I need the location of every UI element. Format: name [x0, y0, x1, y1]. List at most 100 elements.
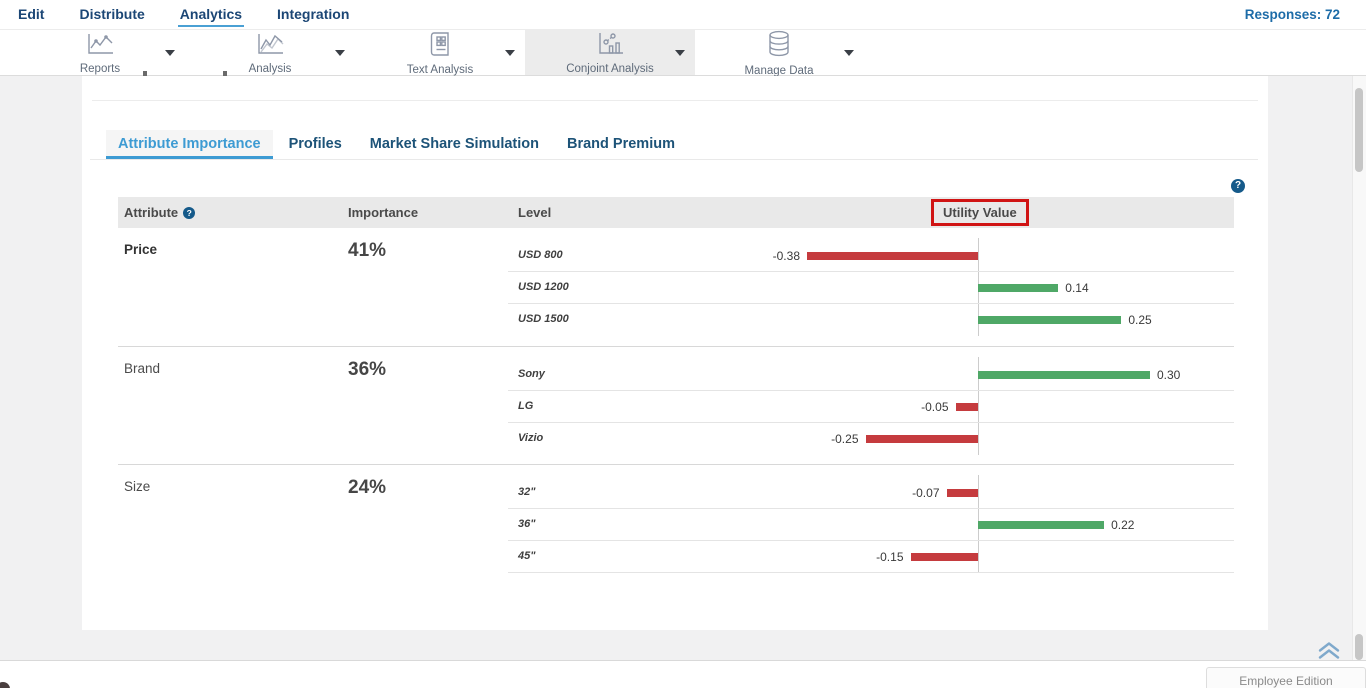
column-header-level: Level [518, 205, 552, 220]
level-label: Sony [518, 368, 545, 380]
level-row: 45" -0.15 [508, 541, 1234, 573]
zero-axis [978, 357, 979, 455]
attribute-name: Price [124, 242, 158, 257]
analytics-toolbar: Reports Analysis Text Analysis Conjoint Ana… [0, 29, 1366, 77]
clipped-corner-logo [0, 682, 10, 688]
attribute-help-icon[interactable]: ? [183, 206, 196, 219]
toolbar-item-label: Reports [79, 62, 121, 75]
help-icon[interactable]: ? [1231, 179, 1245, 193]
scrollbar-thumb[interactable] [1355, 88, 1363, 172]
level-row: USD 1200 0.14 [508, 272, 1234, 304]
nav-item-edit[interactable]: Edit [18, 6, 45, 22]
tab-attribute-importance[interactable]: Attribute Importance [106, 130, 273, 159]
utility-value-highlight-box: Utility Value [931, 199, 1029, 226]
level-label: 32" [518, 486, 536, 498]
utility-value-label: -0.07 [912, 486, 940, 500]
utility-bar [865, 435, 978, 443]
footer-strip [0, 661, 1366, 688]
toolbar-item-conjoint-analysis[interactable]: Conjoint Analysis [550, 30, 670, 75]
attribute-name: Size [124, 479, 151, 494]
toolbar-item-reports[interactable]: Reports [40, 30, 160, 75]
scroll-to-top-icon[interactable] [1316, 641, 1342, 659]
utility-bar [910, 553, 978, 561]
nav-item-analytics[interactable]: Analytics [177, 2, 245, 27]
importance-value: 36% [348, 359, 387, 380]
chevron-down-icon[interactable] [844, 50, 854, 56]
line-chart-icon [85, 31, 115, 62]
utility-bar [978, 284, 1059, 292]
scrollbar-track[interactable] [1352, 76, 1366, 660]
database-icon [766, 29, 792, 64]
level-row: 36" 0.22 [508, 509, 1234, 541]
conjoint-tabs: Attribute Importance Profiles Market Share… [90, 129, 1258, 160]
text-report-icon [426, 30, 454, 63]
level-row: 32" -0.07 [508, 477, 1234, 509]
toolbar-item-label: Text Analysis [406, 63, 474, 76]
column-header-importance: Importance [348, 205, 419, 220]
column-header-utility-value: Utility Value [943, 205, 1017, 220]
chevron-down-icon[interactable] [505, 50, 515, 56]
utility-value-label: -0.38 [772, 249, 800, 263]
attribute-group-size: Size 24% 32" -0.07 36" 0.22 45" -0.15 [118, 464, 1234, 582]
conjoint-chart-icon [595, 31, 625, 62]
scrollbar-thumb-lower[interactable] [1355, 634, 1363, 660]
nav-item-distribute[interactable]: Distribute [79, 6, 145, 22]
chevron-down-icon[interactable] [675, 50, 685, 56]
utility-bar [807, 252, 978, 260]
edition-badge: Employee Edition [1206, 667, 1366, 688]
toolbar-item-manage-data[interactable]: Manage Data [719, 29, 839, 77]
attribute-group-price: Price 41% USD 800 -0.38 USD 1200 0.14 USD 1500… [118, 228, 1234, 346]
level-row: USD 800 -0.38 [508, 240, 1234, 272]
level-label: USD 800 [518, 249, 563, 261]
utility-value-label: -0.15 [876, 550, 904, 564]
importance-value: 41% [348, 240, 387, 261]
responses-count[interactable]: Responses: 72 [1244, 7, 1340, 22]
utility-value-label: -0.05 [921, 400, 949, 414]
multi-line-chart-icon [255, 31, 285, 62]
utility-value-label: 0.14 [1065, 281, 1089, 295]
utility-bar [978, 521, 1105, 529]
tab-market-share-simulation[interactable]: Market Share Simulation [369, 136, 539, 152]
importance-value: 24% [348, 477, 387, 498]
level-row: USD 1500 0.25 [508, 304, 1234, 336]
footer-divider [0, 660, 1366, 661]
level-label: 36" [518, 518, 536, 530]
utility-value-label: 0.22 [1111, 518, 1135, 532]
nav-item-integration[interactable]: Integration [277, 6, 350, 22]
attribute-importance-table: Attribute ? Importance Level Utility Val… [118, 197, 1234, 582]
level-label: USD 1200 [518, 281, 569, 293]
toolbar-item-analysis[interactable]: Analysis [210, 30, 330, 75]
level-row: LG -0.05 [508, 391, 1234, 423]
table-header-row: Attribute ? Importance Level Utility Val… [118, 197, 1234, 228]
toolbar-item-label: Manage Data [744, 64, 814, 77]
level-label: USD 1500 [518, 313, 569, 325]
level-label: LG [518, 400, 534, 412]
clipped-heading-fragment [143, 71, 147, 76]
tab-profiles[interactable]: Profiles [288, 136, 342, 152]
utility-bar [978, 371, 1150, 379]
utility-value-label: 0.30 [1157, 368, 1181, 382]
utility-value-label: 0.25 [1128, 313, 1152, 327]
utility-bar [946, 489, 978, 497]
content-card: Attribute Importance Profiles Market Share… [82, 76, 1268, 630]
toolbar-item-text-analysis[interactable]: Text Analysis [380, 30, 500, 76]
utility-bar [978, 316, 1122, 324]
utility-bar [955, 403, 978, 411]
levels-chart: Sony 0.30 LG -0.05 Vizio -0.25 [508, 347, 1234, 465]
clipped-heading-fragment [223, 71, 227, 76]
column-header-attribute: Attribute ? [124, 197, 196, 228]
chevron-down-icon[interactable] [335, 50, 345, 56]
chevron-down-icon[interactable] [165, 50, 175, 56]
levels-chart: 32" -0.07 36" 0.22 45" -0.15 [508, 465, 1234, 583]
attribute-name: Brand [124, 361, 161, 376]
toolbar-item-label: Analysis [248, 62, 292, 75]
level-label: Vizio [518, 432, 544, 444]
utility-value-label: -0.25 [831, 432, 859, 446]
toolbar-item-label: Conjoint Analysis [566, 62, 654, 75]
levels-chart: USD 800 -0.38 USD 1200 0.14 USD 1500 0.25 [508, 228, 1234, 346]
tab-brand-premium[interactable]: Brand Premium [567, 136, 675, 152]
attribute-group-brand: Brand 36% Sony 0.30 LG -0.05 Vizio -0.25 [118, 346, 1234, 464]
level-label: 45" [518, 550, 536, 562]
level-row: Sony 0.30 [508, 359, 1234, 391]
section-divider [92, 100, 1258, 101]
